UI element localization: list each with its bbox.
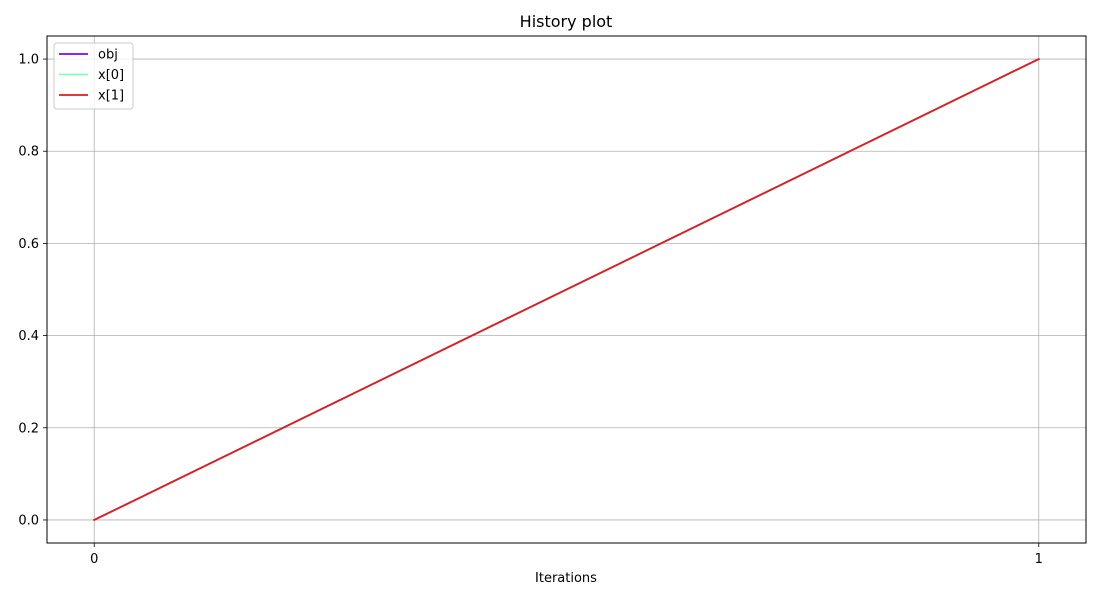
- y-tick-label: 0.2: [18, 421, 39, 436]
- y-tick-label: 0.4: [18, 329, 39, 344]
- legend-box: [53, 42, 134, 110]
- series-line-x1: [93, 57, 1040, 522]
- series-lines: [93, 57, 1040, 522]
- y-tick-label: 0.6: [18, 237, 39, 252]
- y-tick-label: 1.0: [18, 53, 39, 68]
- axis-ticks: 0 1 0.0 0.2 0.4 0.6 0.8 1.0: [18, 53, 1043, 567]
- y-tick-label: 0.8: [18, 145, 39, 160]
- legend: obj x[0] x[1]: [53, 42, 134, 110]
- x-tick-label: 0: [90, 552, 98, 567]
- x-axis-label: Iterations: [535, 571, 597, 586]
- legend-label: obj: [98, 48, 118, 63]
- plot-frame: [46, 35, 1087, 544]
- y-tick-label: 0.0: [18, 513, 39, 528]
- chart-title: History plot: [520, 12, 613, 31]
- x-tick-label: 1: [1035, 552, 1043, 567]
- grid: [47, 36, 1086, 543]
- legend-label: x[1]: [98, 89, 124, 104]
- legend-label: x[0]: [98, 68, 124, 83]
